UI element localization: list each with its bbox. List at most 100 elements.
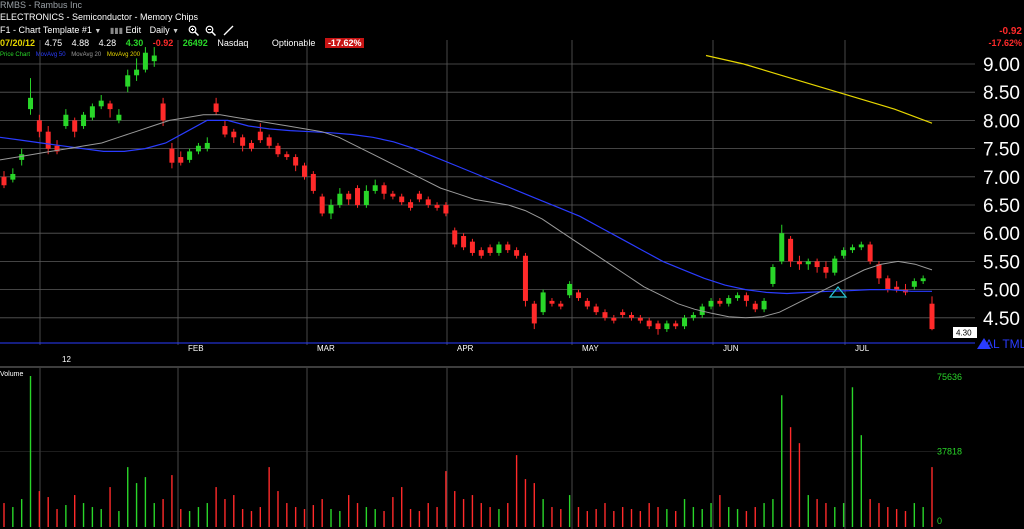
candles [1, 47, 935, 335]
candle-body [496, 244, 502, 253]
candle-body [629, 314, 635, 318]
sector-label: ELECTRONICS - Semiconductor - Memory Chi… [0, 12, 199, 22]
candle-body [611, 317, 617, 321]
candle-body [558, 303, 564, 307]
quote-exchange: Nasdaq [217, 38, 249, 48]
candle-body [328, 205, 334, 214]
zoom-out-icon[interactable] [205, 25, 217, 37]
candle-body [107, 103, 113, 110]
candle-body [310, 173, 316, 191]
candle-body [72, 120, 78, 132]
candle-body [28, 97, 34, 110]
candle-body [213, 103, 219, 112]
candle-body [655, 323, 661, 330]
candle-body [832, 258, 838, 273]
candle-body [240, 137, 246, 146]
candle-body [682, 317, 688, 327]
candle-body [293, 157, 299, 166]
candle-body [275, 145, 281, 155]
candle-body [867, 244, 873, 262]
candle-body [761, 300, 767, 310]
ma200-line [705, 54, 933, 124]
candle-body [390, 193, 396, 197]
candle-body [779, 233, 785, 262]
volume-tick-label: 37818 [937, 447, 962, 457]
candle-body [752, 303, 758, 310]
legend-ma20: MovAvg 20 [71, 52, 102, 58]
draw-line-icon[interactable] [223, 25, 234, 36]
candle-body [514, 250, 520, 256]
candle-body [690, 314, 696, 318]
quote-low: 4.28 [98, 38, 117, 48]
candle-body [770, 267, 776, 284]
month-axis: 12 FEB MAR APR MAY JUN JUL [62, 344, 870, 364]
month-label: 12 [62, 355, 71, 364]
candle-body [673, 323, 679, 327]
candle-body [717, 300, 723, 304]
grid [0, 40, 975, 345]
candle-body [487, 247, 493, 253]
volume-bars [3, 376, 933, 527]
alert-label: AL TML [985, 337, 1024, 351]
candle-body [637, 317, 643, 321]
month-label: MAR [317, 344, 335, 353]
month-label: MAY [582, 344, 599, 353]
candle-body [505, 244, 511, 251]
candle-body [81, 114, 87, 127]
candle-body [169, 148, 175, 163]
quote-bar: 07/20/12 4.75 4.88 4.28 4.30 -0.92 26492… [0, 38, 371, 48]
volume-axis: 75636 37818 0 [937, 372, 962, 526]
candle-body [63, 114, 69, 127]
zoom-in-icon[interactable] [188, 25, 199, 37]
candle-body [19, 154, 25, 160]
candle-body [319, 196, 325, 214]
house-marker-icon[interactable] [828, 286, 848, 298]
legend-price: Price Chart [0, 52, 31, 58]
y-tick-label: 6.50 [983, 196, 1020, 217]
candle-body [381, 185, 387, 194]
candle-body [204, 142, 210, 149]
candle-body [266, 137, 272, 146]
period-dropdown[interactable]: Daily ▼ [150, 25, 179, 35]
candle-body [45, 131, 51, 149]
candle-body [575, 292, 581, 299]
candle-body [257, 131, 263, 141]
security-title: RMBS - Rambus Inc [0, 0, 83, 10]
candle-body [814, 261, 820, 268]
candle-body [284, 154, 290, 158]
candle-body [620, 312, 626, 315]
candle-body [337, 193, 343, 205]
candle-body [452, 230, 458, 245]
candle-body [434, 205, 440, 208]
chevron-down-icon: ▼ [172, 28, 180, 35]
last-price-tag [953, 327, 977, 338]
template-dropdown[interactable]: F1 - Chart Template #1 ▼ [0, 25, 101, 35]
candle-body [160, 103, 166, 121]
chart-legend: Price Chart MovAvg 50 MovAvg 20 MovAvg 2… [0, 52, 140, 58]
edit-button[interactable]: ▮▮▮ Edit [110, 25, 141, 35]
alert-triangle-icon[interactable] [977, 338, 991, 349]
candle-body [646, 320, 652, 327]
volume-grid [0, 368, 940, 529]
candle-body [248, 142, 254, 149]
candle-body [89, 106, 95, 118]
candle-body [142, 52, 148, 70]
candle-body [805, 261, 811, 265]
month-label: FEB [188, 344, 204, 353]
candle-body [849, 247, 855, 251]
candle-body [911, 281, 917, 287]
candle-body [885, 278, 891, 290]
candle-body [567, 283, 573, 296]
volume-tick-label: 0 [937, 516, 942, 526]
quote-close: 4.30 [125, 38, 144, 48]
y-tick-label: 9.00 [983, 55, 1020, 76]
candle-body [929, 303, 935, 330]
candle-body [796, 261, 802, 265]
candle-body [461, 236, 467, 248]
optionable-label: Optionable [271, 38, 316, 48]
quote-volume: 26492 [182, 38, 208, 48]
candle-body [231, 131, 237, 138]
candle-body [416, 193, 422, 200]
candle-body [584, 300, 590, 307]
